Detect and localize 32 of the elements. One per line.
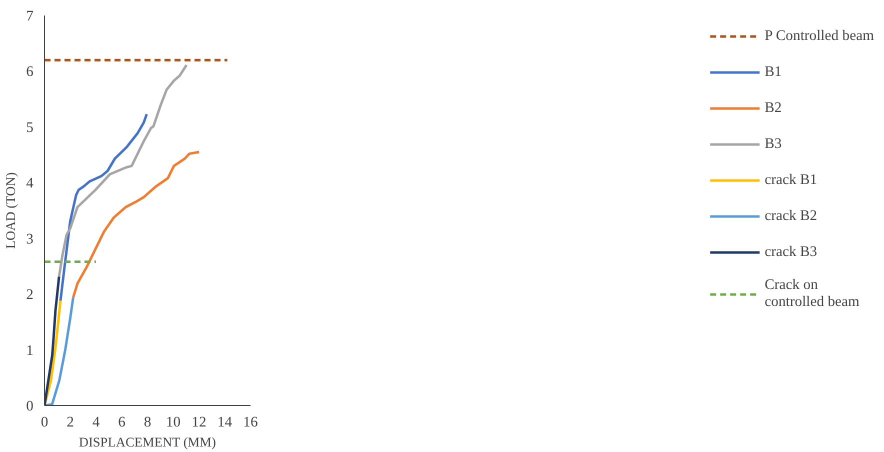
x-tick-label: 16 xyxy=(243,414,258,430)
x-tick-label: 14 xyxy=(217,414,233,430)
line-series xyxy=(44,276,60,406)
y-tick-label: 3 xyxy=(26,231,34,248)
y-tick-label: 2 xyxy=(26,287,34,304)
legend-label: B2 xyxy=(764,98,783,118)
y-axis-title: LOAD (TON) xyxy=(3,172,18,249)
line-series xyxy=(59,112,148,302)
legend-label: B1 xyxy=(764,62,783,82)
x-tick-label: 8 xyxy=(144,414,152,430)
legend-label: crack B1 xyxy=(764,170,818,190)
legend-label: B3 xyxy=(764,134,783,154)
x-axis-title: DISPLACEMENT (MM) xyxy=(78,434,216,450)
line-series xyxy=(44,296,74,406)
legend-label: Crack on controlled beam xyxy=(764,277,860,311)
y-tick-label: 0 xyxy=(26,398,34,414)
y-tick-label: 7 xyxy=(26,8,34,24)
y-tick-label: 5 xyxy=(26,120,34,136)
x-tick-label: 6 xyxy=(118,414,126,430)
x-tick-label: 10 xyxy=(166,414,181,430)
y-tick-label: 1 xyxy=(26,342,34,359)
y-tick-label: 6 xyxy=(26,64,34,80)
x-tick-label: 4 xyxy=(92,414,100,430)
legend-label: P Controlled beam xyxy=(764,26,874,46)
x-tick-label: 0 xyxy=(40,414,48,430)
line-series xyxy=(72,150,200,299)
y-tick-label: 4 xyxy=(26,176,34,192)
x-tick-label: 2 xyxy=(66,414,74,430)
legend-label: crack B2 xyxy=(764,206,818,226)
legend-label: crack B3 xyxy=(764,242,818,262)
line-series xyxy=(58,64,188,278)
x-tick-label: 12 xyxy=(192,414,206,430)
